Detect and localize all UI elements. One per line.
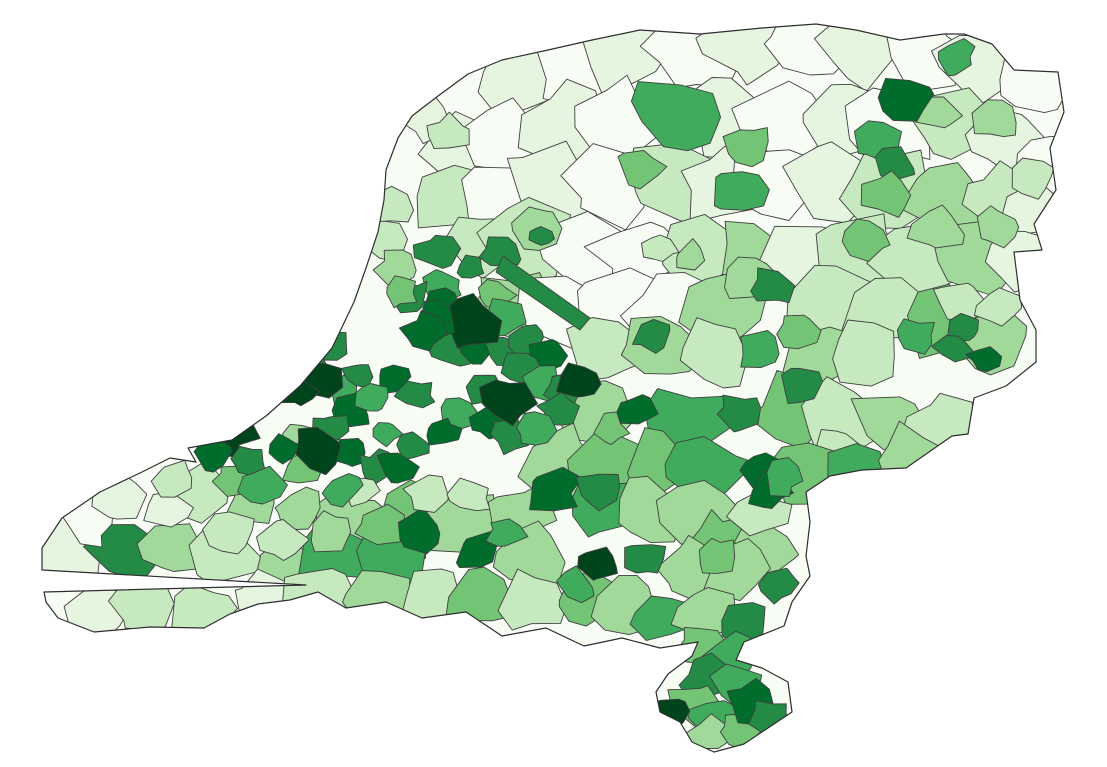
municipality-region	[396, 431, 430, 461]
municipality-region	[268, 433, 302, 465]
municipality-region	[495, 255, 591, 331]
municipality-region	[841, 218, 891, 262]
municipality-region	[354, 383, 389, 412]
municipality-region	[497, 568, 568, 631]
municipality-region	[150, 459, 193, 498]
municipality-region	[372, 422, 404, 448]
municipality-region	[393, 380, 436, 409]
municipality-region	[397, 506, 441, 555]
municipality-region	[593, 411, 631, 446]
municipality-region	[931, 335, 974, 363]
municipality-region	[670, 586, 736, 636]
municipality-region	[354, 503, 406, 546]
municipality-region	[971, 99, 1017, 138]
municipality-region	[630, 81, 722, 152]
country-coastline	[41, 23, 1065, 753]
municipality-region	[874, 146, 916, 182]
municipality-region	[947, 312, 979, 342]
municipality-region	[256, 519, 310, 561]
municipality-region	[976, 205, 1020, 249]
municipality-region	[274, 486, 321, 531]
municipality-region	[716, 394, 762, 433]
municipality-region	[641, 234, 680, 262]
municipality-region	[722, 127, 769, 168]
municipality-region	[528, 226, 555, 246]
municipality-region	[445, 566, 515, 622]
municipality-region	[575, 473, 621, 512]
municipality-region	[313, 332, 348, 361]
municipality-region	[766, 456, 804, 497]
municipality-region	[402, 474, 449, 513]
municipality-region	[485, 518, 529, 547]
municipality-region	[529, 466, 583, 512]
municipality-region	[556, 362, 602, 398]
municipality-region	[776, 314, 822, 350]
municipality-region	[698, 537, 736, 574]
municipality-region	[456, 254, 485, 279]
municipality-region	[938, 38, 976, 77]
municipality-region	[624, 544, 667, 574]
municipality-region	[740, 330, 780, 368]
municipality-region	[617, 150, 668, 190]
municipality-region	[295, 426, 344, 476]
municipality-region	[379, 364, 412, 394]
municipality-region	[615, 394, 659, 425]
municipality-region	[426, 417, 463, 446]
municipality-region	[376, 452, 420, 484]
municipality-region	[321, 473, 364, 508]
municipality-region	[832, 319, 895, 387]
municipality-region	[877, 77, 935, 122]
municipality-region	[632, 318, 671, 354]
municipality-region	[516, 411, 558, 446]
municipality-region	[202, 511, 255, 555]
municipality-region	[398, 310, 448, 352]
municipality-region	[676, 238, 706, 271]
municipality-region	[906, 204, 965, 249]
municipality-region	[1011, 157, 1055, 200]
municipality-region	[757, 567, 800, 605]
municipality-region	[446, 477, 491, 512]
municipality-region	[965, 346, 1003, 373]
municipality-region	[237, 465, 288, 505]
municipality-region	[310, 510, 352, 553]
municipality-region	[973, 287, 1023, 327]
municipality-layer	[42, 24, 1064, 752]
municipality-region	[750, 267, 796, 304]
municipality-region	[556, 565, 595, 604]
municipality-region	[896, 318, 935, 355]
municipality-region	[713, 171, 770, 211]
municipality-region	[860, 170, 912, 218]
municipality-region	[143, 491, 194, 528]
municipality-region	[386, 275, 418, 309]
municipality-region	[679, 317, 749, 389]
municipality-region	[577, 546, 618, 581]
municipality-region	[781, 367, 824, 405]
municipality-region	[426, 111, 470, 149]
municipality-region	[479, 379, 538, 427]
municipality-region	[412, 234, 462, 269]
municipality-region	[336, 437, 366, 467]
